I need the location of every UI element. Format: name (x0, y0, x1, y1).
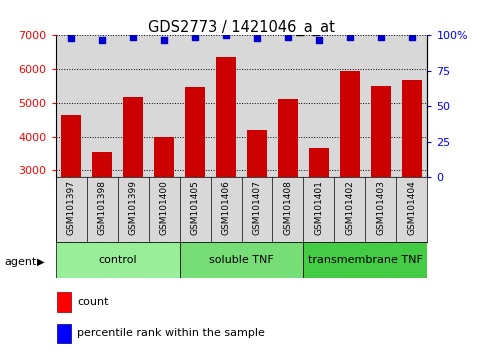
Bar (61, 115, 81, 177)
Point (160, 37, 168, 42)
FancyBboxPatch shape (180, 242, 303, 278)
Text: transmembrane TNF: transmembrane TNF (308, 255, 423, 265)
Bar (247, 130, 267, 177)
Text: GSM101399: GSM101399 (128, 180, 138, 235)
Bar (216, 57, 236, 177)
Bar (371, 86, 391, 177)
Text: GSM101401: GSM101401 (314, 180, 324, 235)
Point (253, 35, 261, 41)
Point (222, 33, 230, 38)
Text: agent: agent (5, 257, 37, 267)
Text: GSM101404: GSM101404 (408, 180, 416, 235)
Text: soluble TNF: soluble TNF (209, 255, 274, 265)
Point (346, 34, 354, 40)
Bar (185, 87, 205, 177)
Point (67, 35, 75, 41)
Text: count: count (77, 297, 109, 307)
Text: GSM101400: GSM101400 (159, 180, 169, 235)
Text: percentile rank within the sample: percentile rank within the sample (77, 329, 265, 338)
Bar (154, 137, 174, 177)
Bar (309, 148, 329, 177)
Bar (57, 324, 71, 343)
Point (284, 34, 292, 40)
Text: GSM101397: GSM101397 (67, 180, 75, 235)
Point (98, 37, 106, 42)
Bar (278, 99, 298, 177)
Bar (92, 152, 112, 177)
Text: ▶: ▶ (37, 257, 45, 267)
Text: GDS2773 / 1421046_a_at: GDS2773 / 1421046_a_at (148, 19, 335, 36)
Point (377, 34, 385, 40)
Point (408, 34, 416, 40)
Point (315, 37, 323, 42)
Text: GSM101406: GSM101406 (222, 180, 230, 235)
Text: GSM101407: GSM101407 (253, 180, 261, 235)
Text: GSM101398: GSM101398 (98, 180, 107, 235)
Bar (402, 80, 422, 177)
Bar (123, 97, 143, 177)
Point (191, 34, 199, 40)
Text: GSM101403: GSM101403 (376, 180, 385, 235)
Bar (340, 71, 360, 177)
Text: control: control (98, 255, 137, 265)
Text: GSM101405: GSM101405 (190, 180, 199, 235)
FancyBboxPatch shape (56, 242, 180, 278)
Point (129, 34, 137, 40)
FancyBboxPatch shape (303, 242, 427, 278)
Text: GSM101408: GSM101408 (284, 180, 293, 235)
Bar (57, 292, 71, 312)
Text: GSM101402: GSM101402 (345, 180, 355, 235)
